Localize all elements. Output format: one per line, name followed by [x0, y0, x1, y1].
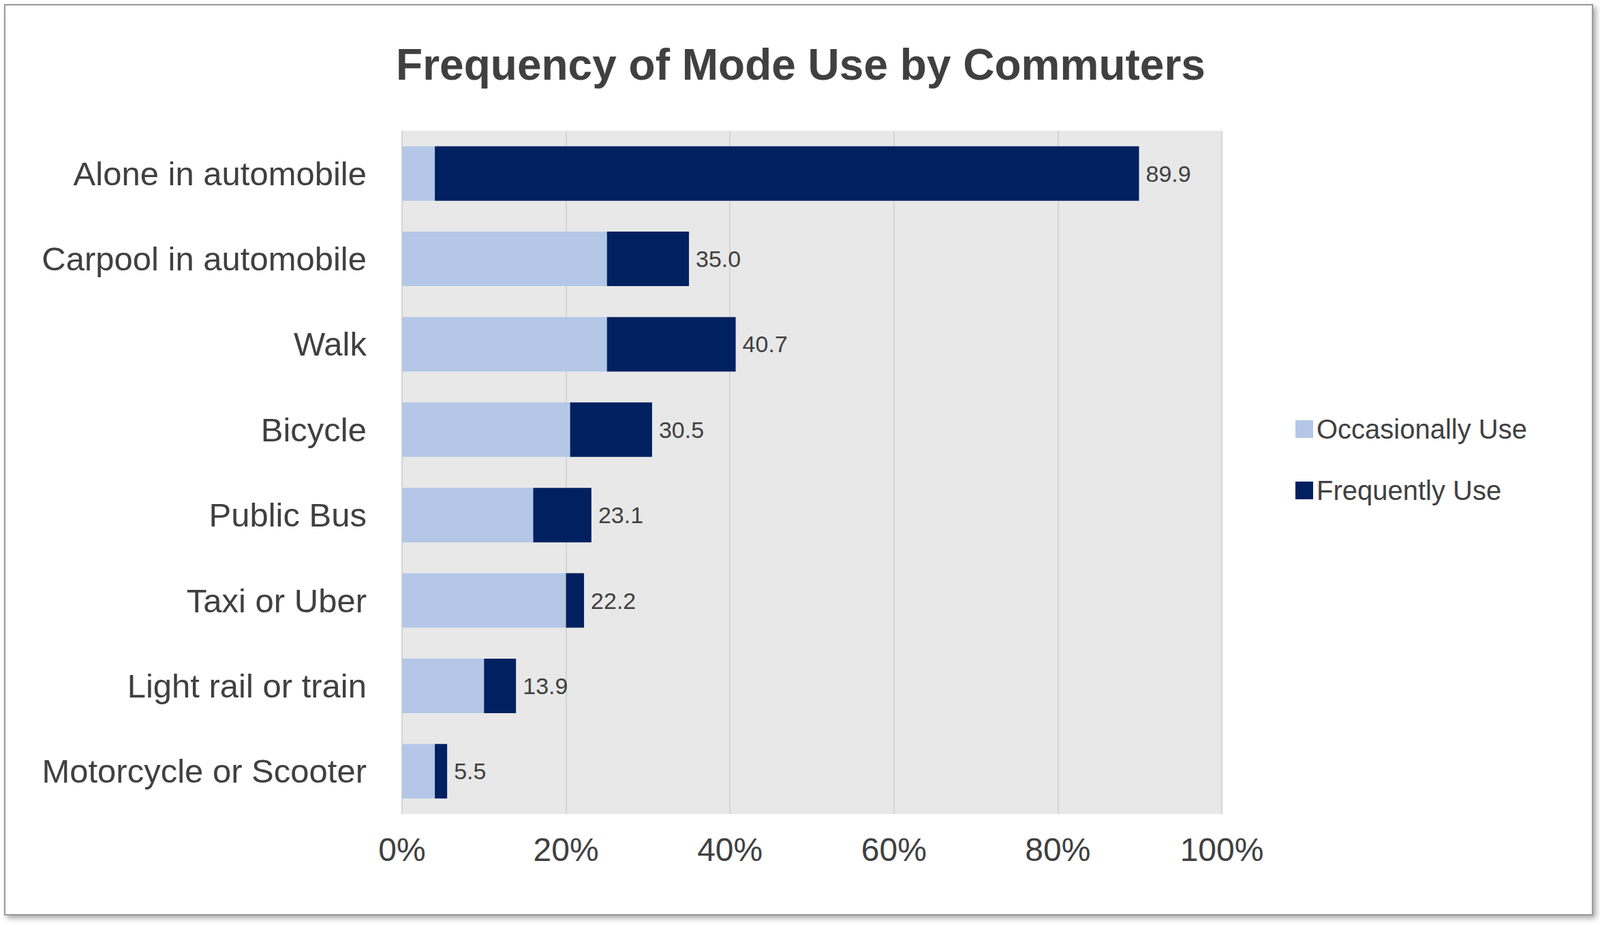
- svg-text:Frequently Use: Frequently Use: [1316, 475, 1502, 506]
- svg-text:100%: 100%: [1180, 832, 1265, 869]
- svg-text:5.5: 5.5: [453, 758, 486, 785]
- svg-text:Occasionally Use: Occasionally Use: [1316, 414, 1528, 445]
- svg-text:23.1: 23.1: [598, 502, 644, 529]
- svg-text:Bicycle: Bicycle: [260, 411, 367, 449]
- svg-text:40.7: 40.7: [742, 331, 788, 358]
- svg-text:Motorcycle or Scooter: Motorcycle or Scooter: [41, 752, 367, 790]
- svg-text:20%: 20%: [533, 832, 599, 869]
- svg-text:0%: 0%: [378, 832, 426, 869]
- svg-text:Alone in automobile: Alone in automobile: [73, 155, 367, 193]
- svg-text:Public Bus: Public Bus: [208, 496, 367, 534]
- svg-text:60%: 60%: [861, 832, 927, 869]
- svg-text:30.5: 30.5: [658, 417, 704, 443]
- svg-text:40%: 40%: [697, 832, 763, 869]
- svg-text:Light rail or train: Light rail or train: [127, 667, 367, 705]
- svg-text:Carpool in automobile: Carpool in automobile: [41, 240, 367, 278]
- svg-text:Walk: Walk: [293, 325, 368, 363]
- svg-text:Taxi or Uber: Taxi or Uber: [186, 582, 367, 620]
- svg-text:80%: 80%: [1024, 832, 1091, 869]
- svg-text:13.9: 13.9: [522, 673, 568, 700]
- svg-text:35.0: 35.0: [695, 245, 741, 272]
- svg-text:Frequency of Mode Use by Commu: Frequency of Mode Use by Commuters: [395, 40, 1206, 90]
- svg-text:89.9: 89.9: [1145, 160, 1191, 187]
- svg-text:22.2: 22.2: [590, 588, 636, 614]
